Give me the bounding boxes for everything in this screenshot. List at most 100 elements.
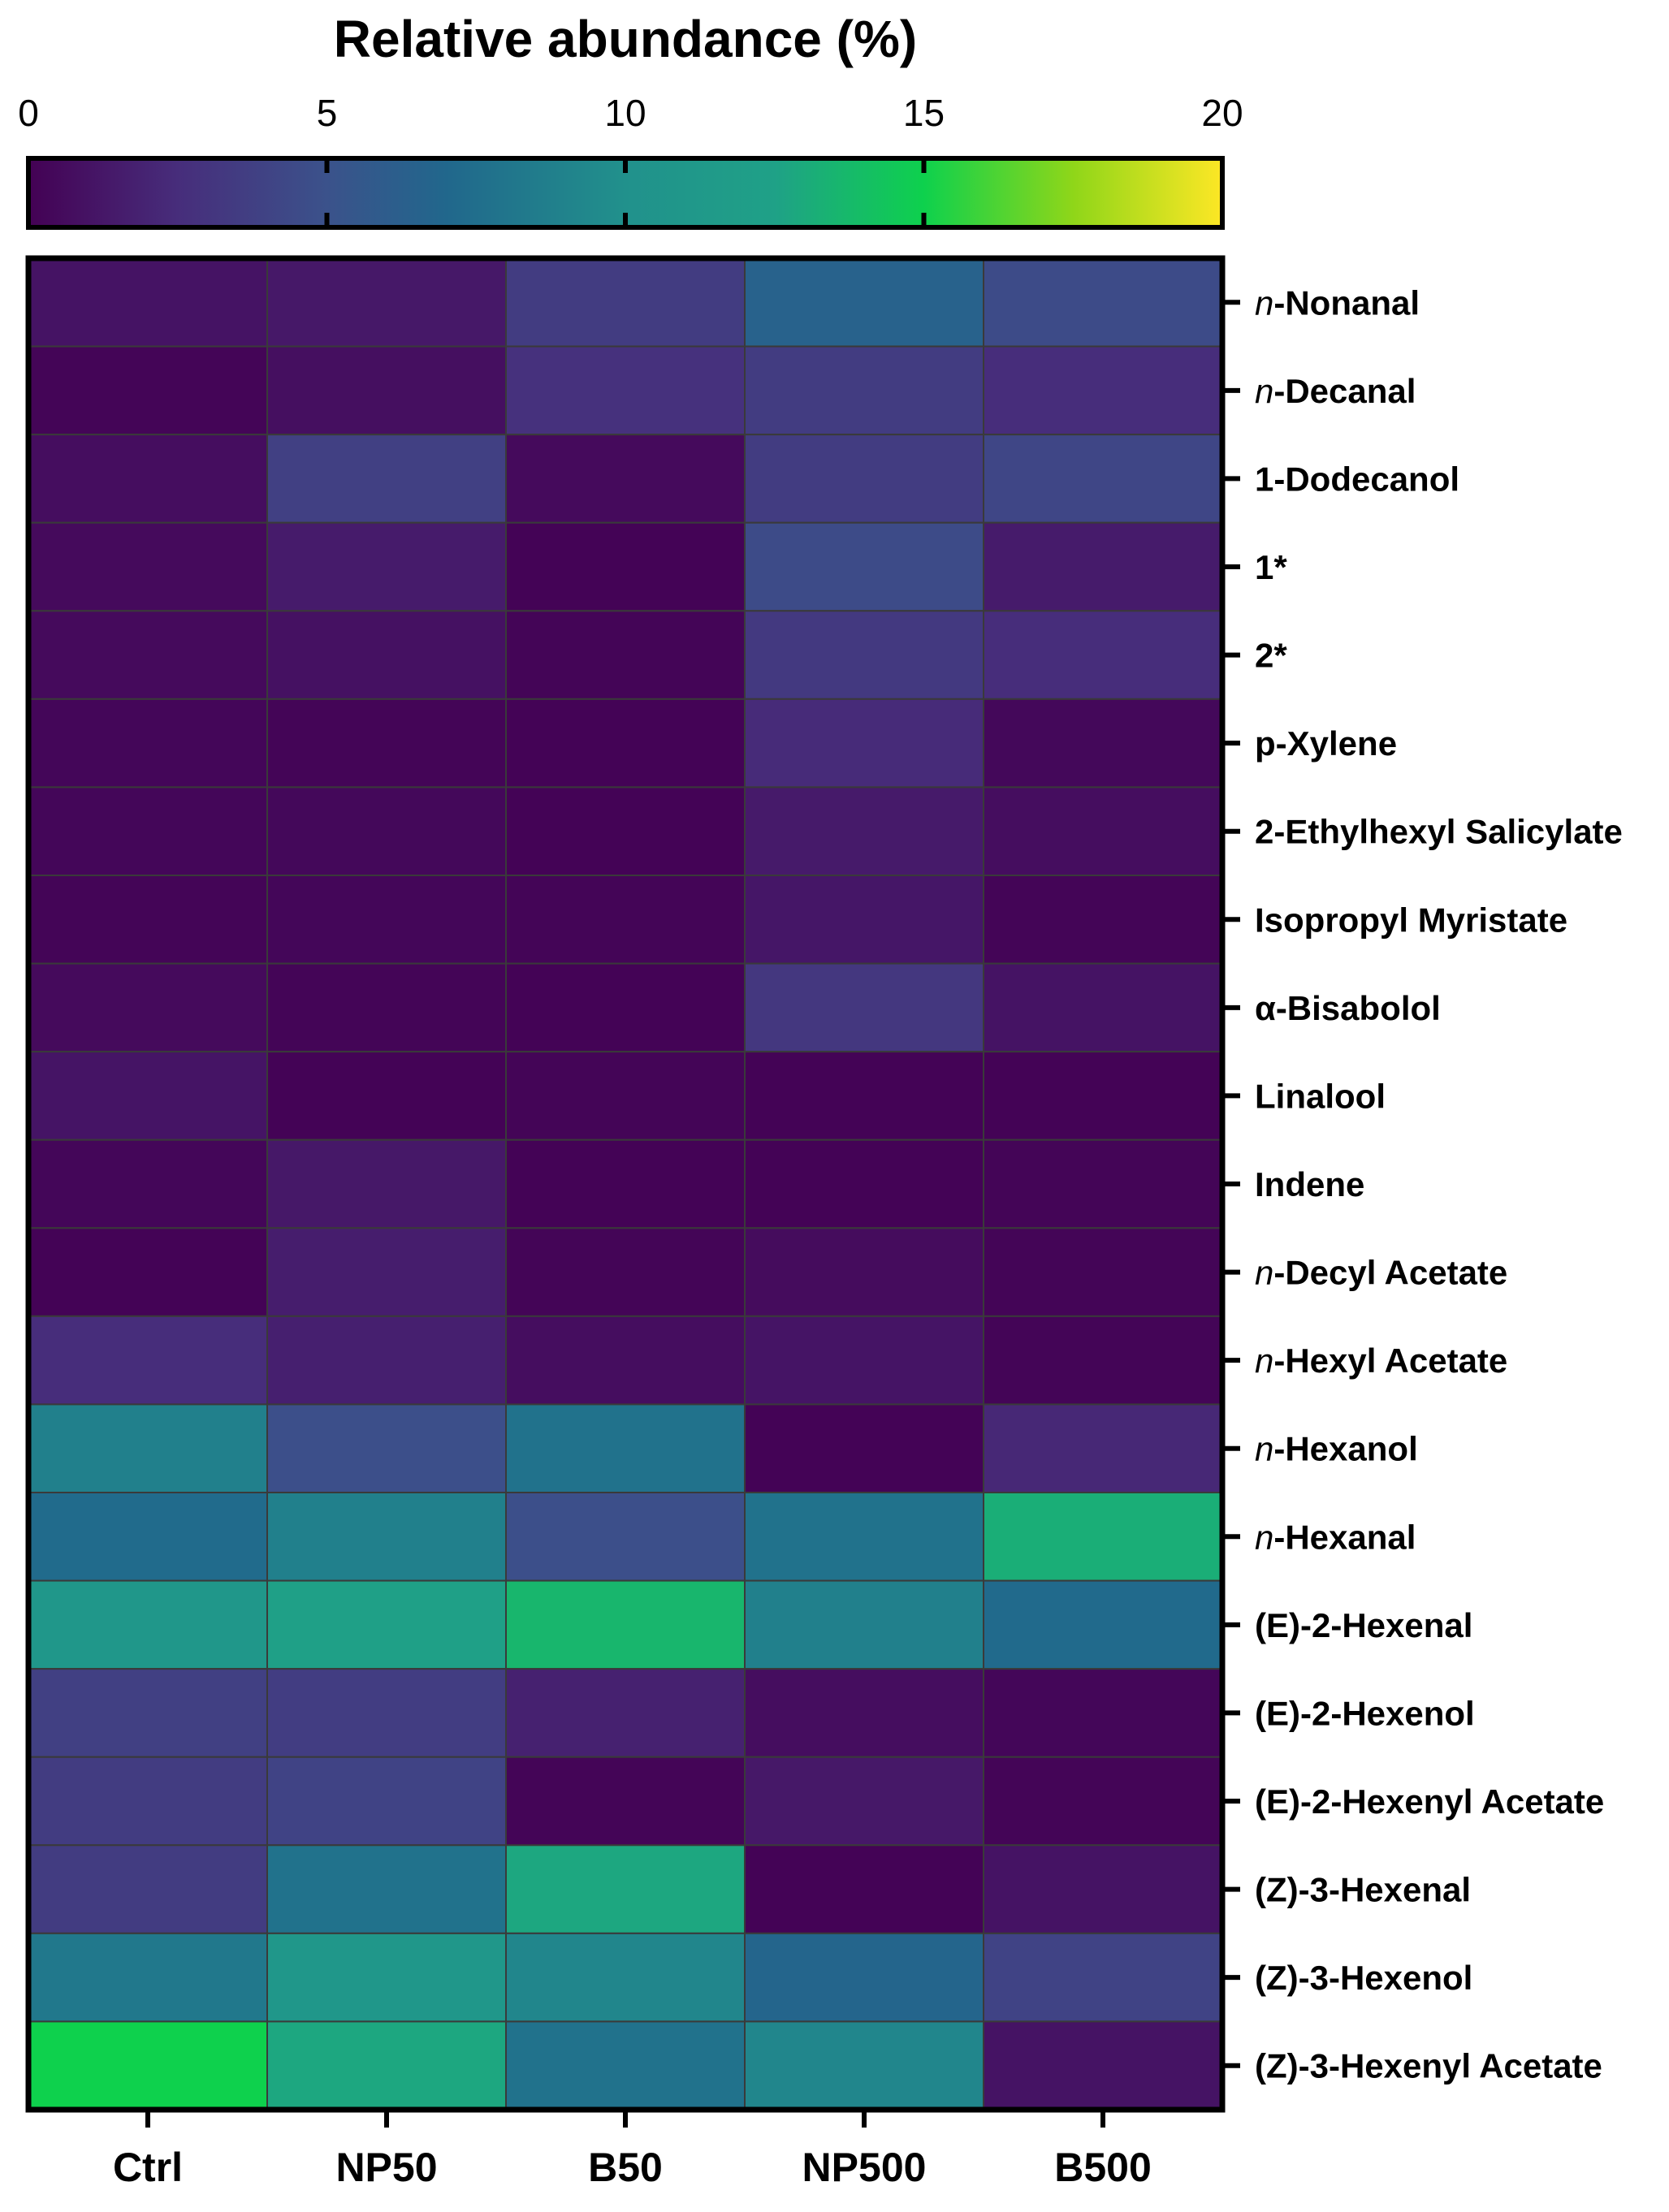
heatmap-cell — [744, 1668, 984, 1758]
colorbar-tick-label: 15 — [903, 92, 945, 134]
row-label: (E)-2-Hexenyl Acetate — [1255, 1782, 1604, 1821]
heatmap-cell — [983, 962, 1223, 1053]
row-label: n-Hexanol — [1255, 1430, 1418, 1468]
column-label: B50 — [588, 2145, 663, 2190]
heatmap-cell — [505, 1492, 746, 1582]
heatmap-cell — [266, 521, 507, 612]
row-label: n-Hexyl Acetate — [1255, 1341, 1507, 1380]
heatmap-cell — [983, 521, 1223, 612]
row-label: n-Decanal — [1255, 372, 1416, 410]
heatmap-cell — [266, 345, 507, 436]
heatmap-cell — [505, 786, 746, 877]
heatmap-cell — [28, 2020, 268, 2110]
heatmap-cell — [266, 1403, 507, 1494]
heatmap-cell — [505, 434, 746, 524]
heatmap-cell — [28, 786, 268, 877]
heatmap-cell — [266, 1227, 507, 1317]
heatmap-cell — [983, 875, 1223, 965]
heatmap-cell — [505, 610, 746, 700]
heatmap-cell — [28, 1051, 268, 1141]
column-label: B500 — [1054, 2145, 1152, 2190]
heatmap-cell — [744, 786, 984, 877]
heatmap-cell — [983, 257, 1223, 348]
heatmap-cells — [25, 255, 1226, 2113]
row-label: α-Bisabolol — [1255, 989, 1441, 1027]
heatmap-cell — [744, 1227, 984, 1317]
heatmap-cell — [983, 434, 1223, 524]
row-label: n-Decyl Acetate — [1255, 1254, 1507, 1292]
column-label: NP500 — [802, 2145, 927, 2190]
row-label: p-Xylene — [1255, 724, 1397, 763]
heatmap-cell — [983, 345, 1223, 436]
heatmap-cell — [744, 434, 984, 524]
heatmap-cell — [983, 610, 1223, 700]
heatmap-cell — [266, 257, 507, 348]
heatmap-cell — [28, 1756, 268, 1847]
heatmap-cell — [28, 1227, 268, 1317]
heatmap-cell — [28, 1403, 268, 1494]
heatmap-cell — [28, 257, 268, 348]
heatmap-cell — [744, 1844, 984, 1934]
heatmap-cell — [983, 2020, 1223, 2110]
heatmap-cell — [744, 875, 984, 965]
heatmap-cell — [266, 610, 507, 700]
colorbar-tick-label: 5 — [317, 92, 338, 134]
column-label: NP50 — [335, 2145, 437, 2190]
heatmap-cell — [266, 1932, 507, 2023]
heatmap-cell — [266, 1138, 507, 1229]
heatmap-cell — [28, 1932, 268, 2023]
heatmap-cell — [28, 1492, 268, 1582]
row-label: (E)-2-Hexenol — [1255, 1694, 1475, 1732]
heatmap-cell — [744, 521, 984, 612]
heatmap-cell — [744, 698, 984, 788]
heatmap-cell — [505, 2020, 746, 2110]
heatmap-cell — [744, 1492, 984, 1582]
heatmap-cell — [28, 698, 268, 788]
heatmap-cell — [983, 1756, 1223, 1847]
heatmap-cell — [505, 1668, 746, 1758]
heatmap-cell — [983, 1668, 1223, 1758]
heatmap-cell — [28, 1579, 268, 1670]
heatmap-cell — [983, 1492, 1223, 1582]
heatmap-cell — [983, 698, 1223, 788]
heatmap-cell — [505, 1138, 746, 1229]
heatmap-cell — [744, 1403, 984, 1494]
heatmap-cell — [983, 786, 1223, 877]
heatmap-cell — [505, 1932, 746, 2023]
heatmap-cell — [744, 962, 984, 1053]
heatmap-cell — [983, 1403, 1223, 1494]
heatmap-cell — [266, 1051, 507, 1141]
heatmap-cell — [28, 521, 268, 612]
row-label: 1* — [1255, 548, 1287, 586]
heatmap-cell — [266, 1492, 507, 1582]
row-label: 1-Dodecanol — [1255, 460, 1459, 498]
heatmap-cell — [266, 1756, 507, 1847]
heatmap-cell — [266, 2020, 507, 2110]
colorbar-tick-label: 20 — [1201, 92, 1243, 134]
heatmap-cell — [505, 698, 746, 788]
heatmap-cell — [505, 875, 746, 965]
heatmap-cell — [983, 1579, 1223, 1670]
row-label: Isopropyl Myristate — [1255, 901, 1567, 939]
heatmap-cell — [744, 610, 984, 700]
heatmap-cell — [744, 345, 984, 436]
heatmap-cell — [505, 1579, 746, 1670]
heatmap-cell — [505, 1756, 746, 1847]
heatmap-cell — [505, 1315, 746, 1406]
row-label: Linalool — [1255, 1077, 1386, 1115]
column-labels: Ctrl NP50 B50 NP500 B500 — [113, 2110, 1152, 2190]
heatmap-cell — [744, 1756, 984, 1847]
heatmap-cell — [983, 1138, 1223, 1229]
heatmap-cell — [266, 1579, 507, 1670]
heatmap-cell — [505, 345, 746, 436]
colorbar-tick-label: 0 — [18, 92, 39, 134]
heatmap-cell — [983, 1315, 1223, 1406]
heatmap-cell — [28, 1138, 268, 1229]
row-label: (Z)-3-Hexenol — [1255, 1959, 1472, 1997]
row-label: Indene — [1255, 1165, 1364, 1203]
colorbar-title: Relative abundance (%) — [334, 10, 917, 68]
heatmap-cell — [28, 345, 268, 436]
heatmap-cell — [266, 962, 507, 1053]
